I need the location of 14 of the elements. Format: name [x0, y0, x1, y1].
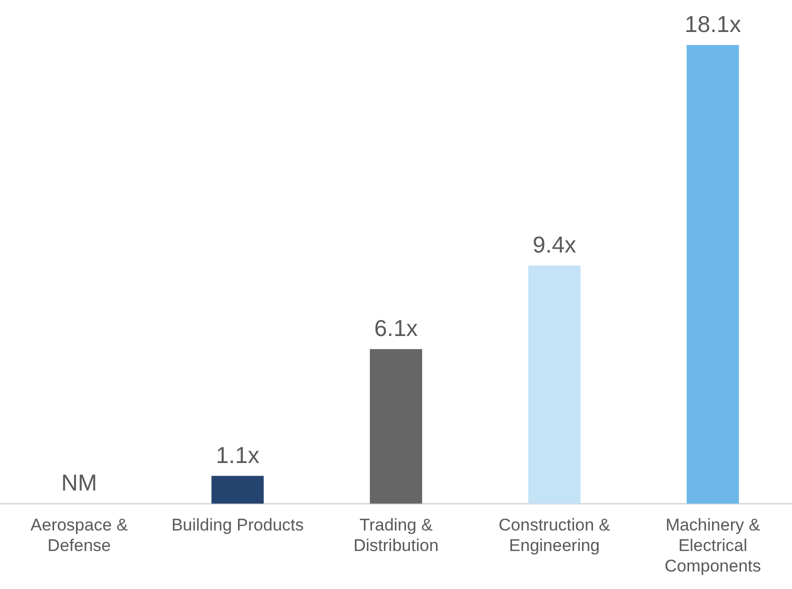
bar: [370, 349, 422, 504]
bar: [528, 266, 581, 504]
x-tick-label: Construction & Engineering: [498, 516, 611, 556]
x-tick-label: Trading & Distribution: [353, 516, 439, 556]
text: NM: [61, 470, 98, 496]
data-label: 1.1x: [216, 442, 260, 468]
data-label: 6.1x: [374, 315, 418, 342]
data-label: 18.1x: [684, 10, 742, 37]
data-label: 9.4x: [532, 231, 577, 258]
bar: [211, 476, 264, 504]
x-tick-label: Building Products: [171, 516, 304, 535]
x-tick-label: Aerospace & Defense: [30, 516, 129, 556]
x-tick-label: Machinery & Electrical Components: [664, 516, 761, 576]
bar: [686, 45, 739, 504]
